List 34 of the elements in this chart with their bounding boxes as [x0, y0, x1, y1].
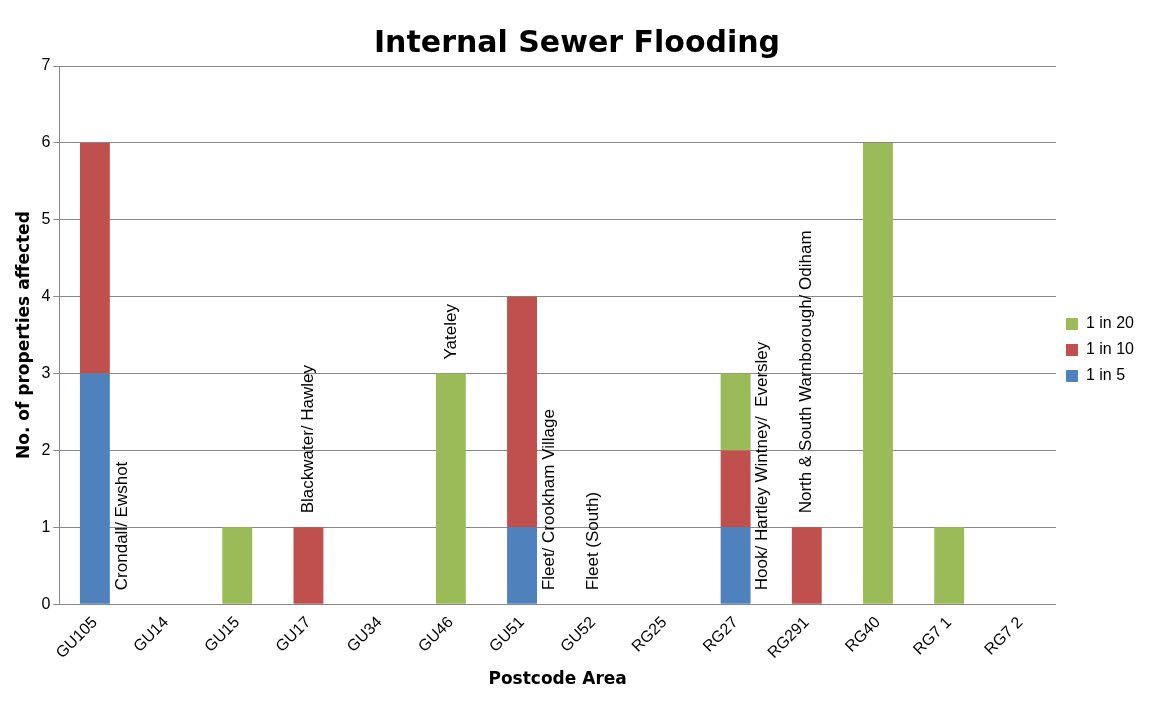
- legend-label: 1 in 20: [1085, 314, 1135, 332]
- y-tick-label: 6: [41, 133, 51, 151]
- bar: [507, 527, 537, 604]
- y-tick-label: 5: [41, 210, 51, 228]
- y-tick-label: 0: [41, 594, 51, 612]
- bar: [222, 527, 253, 604]
- bar: [720, 373, 751, 451]
- bar: [720, 527, 751, 604]
- annotation: Fleet/ Crookham Village: [538, 409, 558, 591]
- annotation: Blackwater/ Hawley: [298, 364, 318, 514]
- bar: [79, 142, 110, 374]
- bar: [863, 142, 893, 604]
- annotation: Crondall/ Ewshot: [111, 461, 131, 591]
- bar: [934, 527, 965, 604]
- bar: [79, 373, 110, 604]
- y-tick-label: 3: [41, 363, 51, 381]
- bar: [293, 527, 324, 604]
- x-axis-title: Postcode Area: [488, 668, 627, 689]
- y-tick-label: 1: [41, 517, 51, 535]
- legend-label: 1 in 10: [1085, 340, 1135, 358]
- bar: [435, 373, 466, 604]
- annotation: North & South Warnborough/ Odiham: [796, 230, 816, 514]
- annotation: Hook/ Hartley Wintney/ Eversley: [752, 341, 772, 591]
- y-axis-title: No. of properties affected: [12, 211, 33, 459]
- y-tick-label: 7: [41, 56, 51, 74]
- bar: [720, 450, 751, 528]
- annotation: Fleet (South): [582, 491, 602, 591]
- y-tick-label: 2: [41, 440, 51, 458]
- chart-title: Internal Sewer Flooding: [373, 23, 781, 59]
- y-tick-label: 4: [41, 287, 51, 305]
- bar: [507, 296, 537, 528]
- legend-label: 1 in 5: [1085, 366, 1126, 384]
- annotation: Yateley: [440, 303, 460, 360]
- bar: [791, 527, 822, 604]
